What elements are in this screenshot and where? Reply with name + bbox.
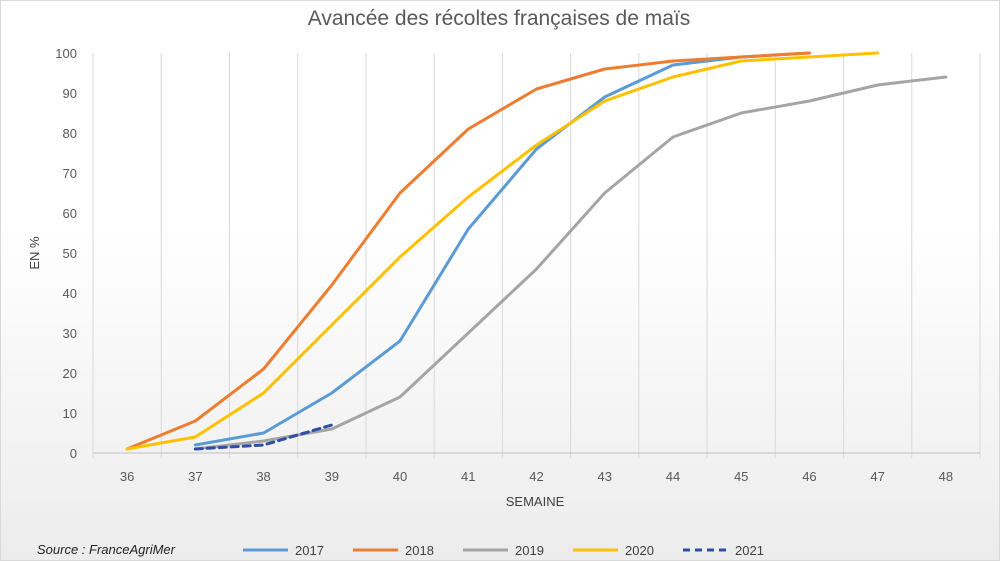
y-tick-label: 10 bbox=[63, 406, 77, 421]
y-tick-label: 20 bbox=[63, 366, 77, 381]
x-tick-label: 39 bbox=[325, 469, 339, 484]
x-tick-label: 48 bbox=[939, 469, 953, 484]
legend-label-2017: 2017 bbox=[295, 543, 324, 558]
y-axis-title: EN % bbox=[27, 236, 42, 270]
gridlines bbox=[92, 53, 981, 458]
legend-label-2021: 2021 bbox=[735, 543, 764, 558]
y-tick-label: 0 bbox=[70, 446, 77, 461]
x-tick-label: 47 bbox=[870, 469, 884, 484]
series-line-2017 bbox=[193, 51, 811, 447]
y-tick-label: 40 bbox=[63, 286, 77, 301]
series-line-2020 bbox=[125, 51, 880, 451]
source-note: Source : FranceAgriMer bbox=[37, 542, 175, 557]
legend: 2017 2018 2019 2020 2021 bbox=[243, 543, 764, 558]
legend-label-2020: 2020 bbox=[625, 543, 654, 558]
y-tick-label: 90 bbox=[63, 86, 77, 101]
y-tick-label: 80 bbox=[63, 126, 77, 141]
y-tick-label: 60 bbox=[63, 206, 77, 221]
x-axis-title: SEMAINE bbox=[506, 494, 565, 509]
x-tick-label: 40 bbox=[393, 469, 407, 484]
x-tick-label: 42 bbox=[529, 469, 543, 484]
x-tick-label: 44 bbox=[666, 469, 680, 484]
x-tick-label: 41 bbox=[461, 469, 475, 484]
series-line-2018 bbox=[125, 51, 811, 451]
chart-title: Avancée des récoltes françaises de maïs bbox=[308, 7, 690, 30]
x-tick-label: 46 bbox=[802, 469, 816, 484]
y-tick-label: 30 bbox=[63, 326, 77, 341]
x-tick-label: 45 bbox=[734, 469, 748, 484]
y-tick-label: 70 bbox=[63, 166, 77, 181]
axes: 36 37 38 39 40 41 42 43 44 45 46 47 48 0 10 20 30 40 50 60 7… bbox=[55, 46, 980, 484]
series-line-2019 bbox=[193, 75, 948, 451]
x-tick-label: 36 bbox=[120, 469, 134, 484]
x-tick-label: 43 bbox=[597, 469, 611, 484]
series-line-2021 bbox=[193, 423, 334, 451]
x-tick-label: 38 bbox=[256, 469, 270, 484]
series-lines bbox=[125, 51, 948, 451]
legend-label-2018: 2018 bbox=[405, 543, 434, 558]
y-tick-label: 50 bbox=[63, 246, 77, 261]
legend-label-2019: 2019 bbox=[515, 543, 544, 558]
x-tick-label: 37 bbox=[188, 469, 202, 484]
y-tick-label: 100 bbox=[55, 46, 77, 61]
